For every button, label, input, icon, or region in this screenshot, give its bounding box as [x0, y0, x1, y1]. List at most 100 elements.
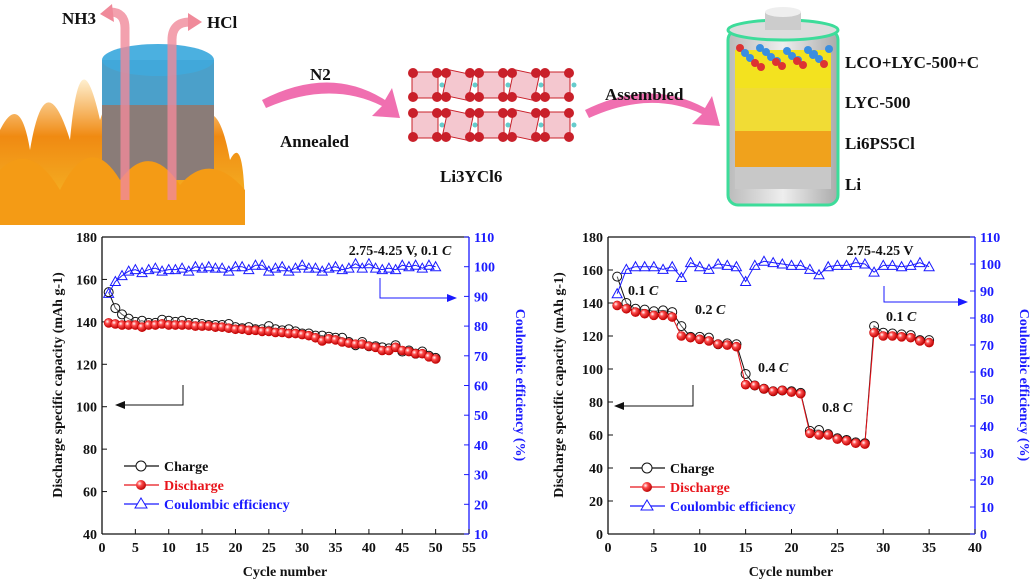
discharge-point — [869, 327, 879, 338]
particle — [820, 60, 828, 68]
discharge-point — [768, 386, 778, 397]
discharge-point — [841, 435, 852, 446]
particle — [793, 57, 801, 65]
ce-point — [309, 262, 322, 273]
y-axis-title: Discharge specific capacity (mAh g-1) — [51, 272, 66, 498]
discharge-point — [676, 331, 687, 341]
octahedron — [441, 108, 475, 142]
legend-ce-marker — [134, 497, 148, 509]
chlorine-atom — [474, 108, 484, 118]
ce-point — [758, 255, 770, 266]
particle — [778, 62, 786, 70]
particle — [757, 63, 765, 71]
chlorine-atom — [564, 108, 574, 118]
particle — [736, 44, 744, 52]
x-tick-label: 25 — [830, 541, 844, 556]
y-tick-label: 60 — [589, 429, 603, 444]
ce-point — [122, 265, 135, 276]
cycling-chart: Cycle number Discharge specific capacity… — [51, 231, 527, 580]
discharge-point — [722, 340, 733, 350]
legend-label: Charge — [670, 462, 714, 477]
x-tick-label: 15 — [739, 541, 753, 556]
y2-tick-label: 100 — [980, 258, 1001, 273]
chlorine-atom — [465, 68, 475, 78]
ce-point — [216, 262, 228, 273]
chlorine-atom — [465, 108, 475, 118]
lithium-atom — [472, 82, 478, 88]
y-axis-title: Discharge specific capacity (mAh g-1) — [552, 272, 567, 498]
discharge-point — [850, 438, 861, 449]
discharge-point — [694, 334, 705, 345]
chlorine-atom — [441, 108, 451, 118]
discharge-point — [915, 336, 925, 346]
chlorine-atom — [531, 68, 541, 78]
chlorine-atom — [498, 132, 508, 142]
ce-point — [403, 260, 415, 272]
ce-point — [877, 259, 890, 270]
ce-point — [831, 259, 844, 270]
legend-charge-marker — [641, 462, 653, 474]
x-tick-label: 10 — [693, 541, 707, 556]
discharge-point — [612, 300, 622, 311]
rate-label: 0.4 C — [758, 361, 789, 376]
discharge-point — [639, 308, 650, 319]
discharge-point — [713, 339, 723, 350]
discharge-point — [649, 310, 659, 321]
y2-tick-label: 80 — [474, 320, 488, 335]
chlorine-atom — [432, 108, 442, 118]
ce-point — [149, 262, 162, 273]
chlorine-atom — [432, 132, 442, 142]
y2-tick-label: 20 — [980, 474, 994, 489]
battery-cell — [726, 7, 840, 207]
y-tick-label: 100 — [76, 401, 97, 416]
octahedron — [441, 68, 475, 102]
y-tick-label: 160 — [582, 264, 603, 279]
discharge-point — [805, 428, 815, 439]
ce-point — [776, 257, 789, 269]
gas-nh3-label: NH3 — [62, 9, 96, 28]
ce-point — [169, 263, 182, 275]
ce-point — [249, 259, 262, 270]
legend-label: Coulombic efficiency — [670, 500, 796, 515]
particle — [772, 58, 780, 66]
ce-point — [142, 263, 155, 275]
y2-tick-label: 50 — [980, 393, 994, 408]
discharge-point — [823, 430, 834, 440]
ce-point — [703, 263, 715, 274]
y2-tick-label: 110 — [474, 231, 494, 246]
chlorine-atom — [441, 68, 451, 78]
layer-label-lpsc: Li6PS5Cl — [845, 134, 915, 153]
ce-point — [236, 260, 248, 272]
ce-point — [675, 271, 688, 282]
lithium-atom — [538, 122, 544, 128]
y-tick-label: 120 — [76, 358, 97, 373]
ce-point — [349, 257, 362, 269]
y2-tick-label: 50 — [474, 409, 488, 424]
charge-point — [110, 303, 121, 314]
ce-point — [794, 259, 807, 270]
discharge-point — [630, 307, 641, 317]
right-axis-pointer-arrow — [379, 278, 452, 299]
lithium-atom — [439, 82, 445, 88]
ce-point — [176, 262, 188, 273]
ce-point — [684, 256, 697, 268]
y-tick-label: 100 — [582, 363, 603, 378]
ce-point — [748, 259, 761, 270]
ce-point — [336, 263, 349, 275]
x-tick-label: 40 — [968, 541, 982, 556]
discharge-point — [667, 312, 678, 322]
ce-point — [822, 260, 835, 272]
rate-label: 0.8 C — [822, 401, 853, 416]
particle — [799, 61, 807, 69]
ce-point — [102, 287, 115, 298]
rate-label: 0.1 C — [628, 284, 659, 299]
particle — [825, 45, 833, 53]
y2-tick-label: 70 — [980, 339, 994, 354]
rate-label: 0.1 C — [886, 310, 917, 325]
chlorine-atom — [507, 92, 517, 102]
ce-point — [721, 259, 734, 270]
left-axis-pointer-arrow — [117, 385, 184, 406]
charge-point — [612, 271, 623, 282]
legend-discharge-marker — [136, 480, 146, 490]
